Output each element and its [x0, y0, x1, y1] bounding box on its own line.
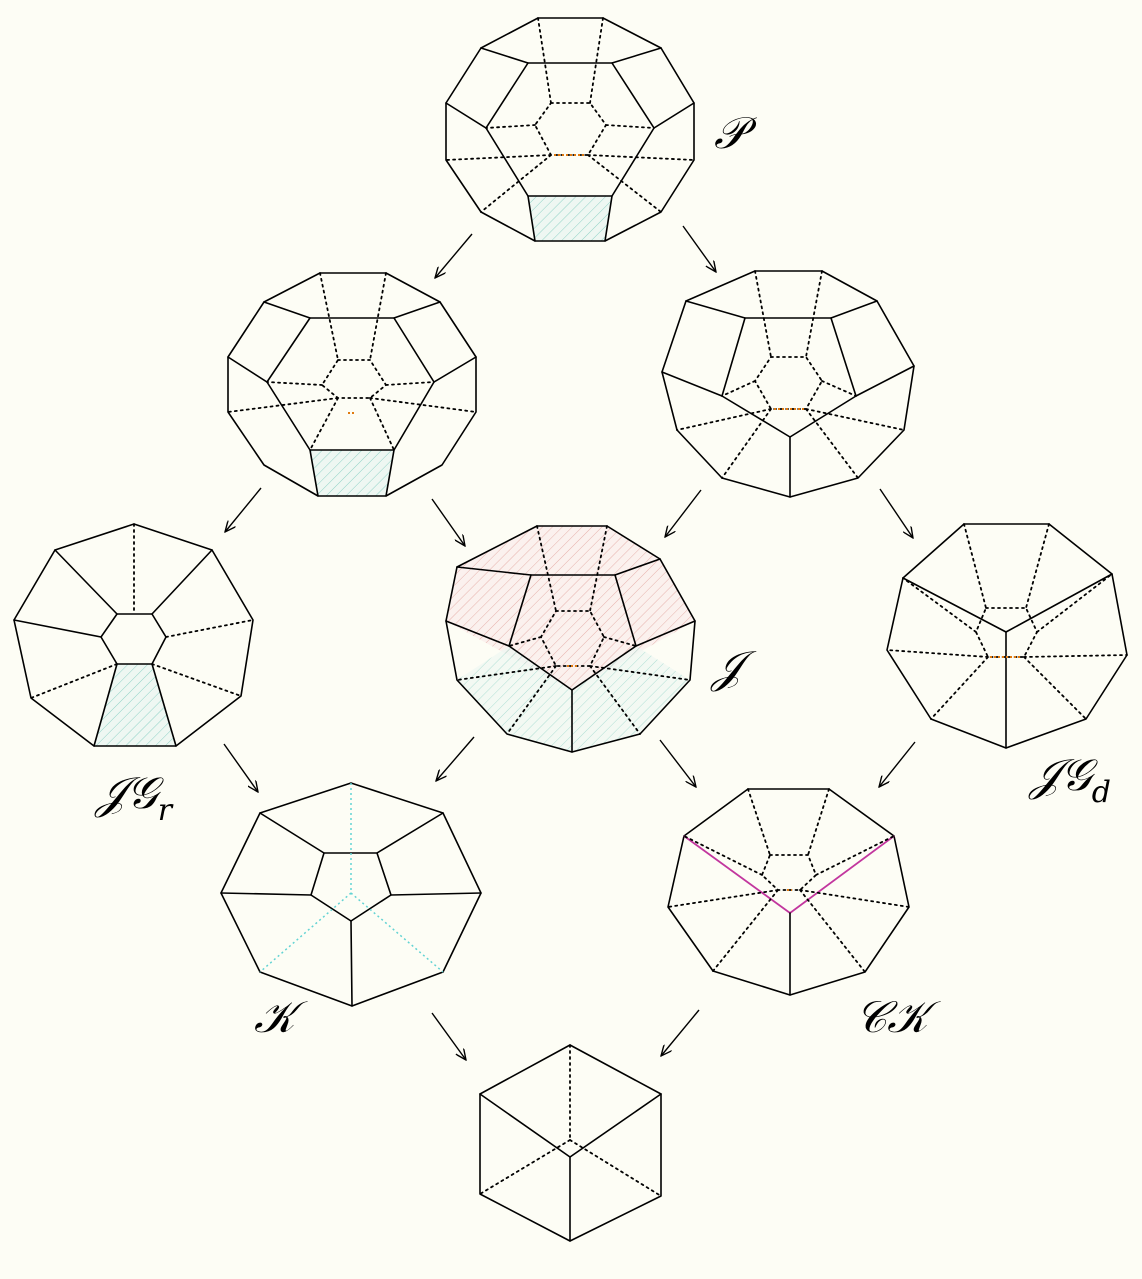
highlighted-face	[528, 196, 612, 241]
polytope-row2-right	[661, 270, 915, 498]
polytope-p	[445, 17, 695, 242]
arrow	[879, 741, 916, 787]
arrow	[659, 739, 696, 787]
arrow	[436, 736, 475, 781]
polytope-k	[220, 782, 482, 1007]
label-jg-r-subscript: r	[158, 793, 174, 828]
arrow	[665, 489, 702, 537]
arrow	[431, 1012, 466, 1060]
label-ck: 𝒞𝒦	[855, 992, 941, 1043]
polytope-ck	[667, 788, 910, 996]
polytope-j	[445, 525, 696, 753]
arrow	[435, 233, 473, 278]
arrow	[661, 1009, 700, 1056]
arrow	[682, 225, 716, 272]
arrow	[223, 743, 258, 792]
polytope-jg-r	[13, 523, 254, 747]
label-j: 𝒥	[710, 642, 757, 693]
label-jg-main: 𝒥𝒢	[94, 768, 164, 819]
label-k: 𝒦	[254, 992, 308, 1043]
label-jg-main: 𝒥𝒢	[1028, 750, 1098, 801]
arrows	[223, 225, 916, 1060]
highlighted-face	[310, 450, 394, 496]
label-jg-d: 𝒥𝒢d	[1028, 750, 1111, 810]
polytope-jg-d	[886, 523, 1128, 749]
polytope-cube	[479, 1044, 662, 1242]
label-jg-r: 𝒥𝒢r	[94, 768, 174, 828]
arrow	[879, 488, 913, 538]
arrow	[225, 487, 262, 532]
label-jg-d-subscript: d	[1092, 775, 1111, 810]
highlighted-face	[94, 664, 176, 746]
label-p: 𝒫	[714, 108, 757, 159]
arrow	[431, 498, 465, 546]
polytope-row2-left	[227, 272, 477, 497]
